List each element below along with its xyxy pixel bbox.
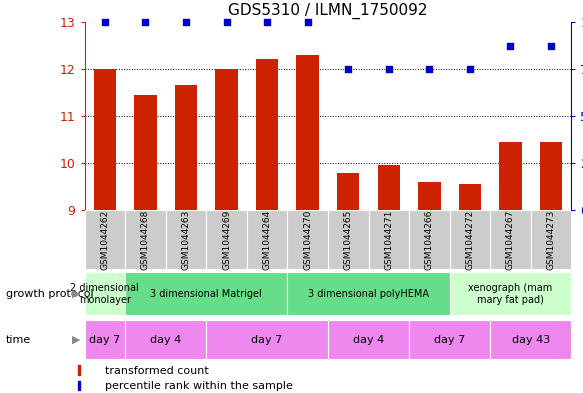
Point (222, 18, 231, 25)
Bar (175, 85, 197, 210)
Text: growth protocol: growth protocol (6, 289, 93, 299)
Bar (297, 55, 319, 210)
Bar (78, 365, 80, 375)
Text: GSM1044273: GSM1044273 (546, 209, 556, 270)
Bar (134, 95, 157, 210)
Bar (459, 184, 481, 210)
Point (384, 66, 394, 72)
Bar (206, 321, 328, 359)
Bar (247, 210, 287, 269)
Text: GSM1044272: GSM1044272 (465, 209, 475, 270)
Text: 2 dimensional
monolayer: 2 dimensional monolayer (71, 283, 139, 305)
Bar (531, 210, 571, 269)
Text: time: time (6, 335, 31, 345)
Bar (206, 210, 247, 269)
Bar (490, 321, 571, 359)
Bar (418, 182, 441, 210)
Text: xenograph (mam
mary fat pad): xenograph (mam mary fat pad) (468, 283, 553, 305)
Text: GSM1044263: GSM1044263 (181, 209, 191, 270)
Bar (125, 210, 166, 269)
Point (262, 18, 272, 25)
Text: ▶: ▶ (72, 335, 80, 345)
Title: GDS5310 / ILMN_1750092: GDS5310 / ILMN_1750092 (228, 3, 428, 19)
Bar (449, 210, 490, 269)
Bar (499, 142, 522, 210)
Text: GSM1044265: GSM1044265 (344, 209, 353, 270)
Text: ▶: ▶ (72, 289, 80, 299)
Bar (409, 321, 490, 359)
Bar (490, 210, 531, 269)
Text: day 4: day 4 (150, 335, 181, 345)
Bar (125, 321, 206, 359)
Text: 3 dimensional Matrigel: 3 dimensional Matrigel (150, 289, 262, 299)
Bar (409, 210, 449, 269)
Bar (287, 210, 328, 269)
Text: GSM1044268: GSM1044268 (141, 209, 150, 270)
Point (424, 66, 434, 72)
Point (181, 18, 191, 25)
Bar (166, 210, 206, 269)
Bar (378, 165, 400, 210)
Point (343, 66, 353, 72)
Text: GSM1044267: GSM1044267 (506, 209, 515, 270)
Text: GSM1044270: GSM1044270 (303, 209, 312, 270)
Bar (337, 173, 359, 210)
Bar (78, 381, 80, 390)
Bar (85, 321, 125, 359)
Bar (215, 69, 238, 210)
Point (141, 18, 150, 25)
Bar (94, 69, 116, 210)
Text: day 7: day 7 (89, 335, 121, 345)
Point (465, 66, 475, 72)
Text: GSM1044264: GSM1044264 (262, 209, 272, 270)
Point (546, 43, 556, 49)
Point (506, 43, 515, 49)
Text: GSM1044266: GSM1044266 (425, 209, 434, 270)
Point (100, 18, 110, 25)
Bar (540, 142, 562, 210)
Bar (368, 210, 409, 269)
Text: GSM1044262: GSM1044262 (100, 209, 110, 270)
Text: day 4: day 4 (353, 335, 384, 345)
Text: GSM1044271: GSM1044271 (384, 209, 394, 270)
Bar (85, 272, 125, 316)
Text: 3 dimensional polyHEMA: 3 dimensional polyHEMA (308, 289, 429, 299)
Bar (328, 210, 368, 269)
Bar (328, 321, 409, 359)
Point (303, 18, 312, 25)
Text: day 43: day 43 (512, 335, 550, 345)
Text: day 7: day 7 (251, 335, 283, 345)
Bar (85, 210, 125, 269)
Bar (256, 59, 278, 210)
Text: transformed count: transformed count (106, 366, 209, 376)
Text: percentile rank within the sample: percentile rank within the sample (106, 381, 293, 391)
Bar (287, 272, 449, 316)
Text: day 7: day 7 (434, 335, 465, 345)
Bar (125, 272, 287, 316)
Bar (449, 272, 571, 316)
Text: GSM1044269: GSM1044269 (222, 209, 231, 270)
